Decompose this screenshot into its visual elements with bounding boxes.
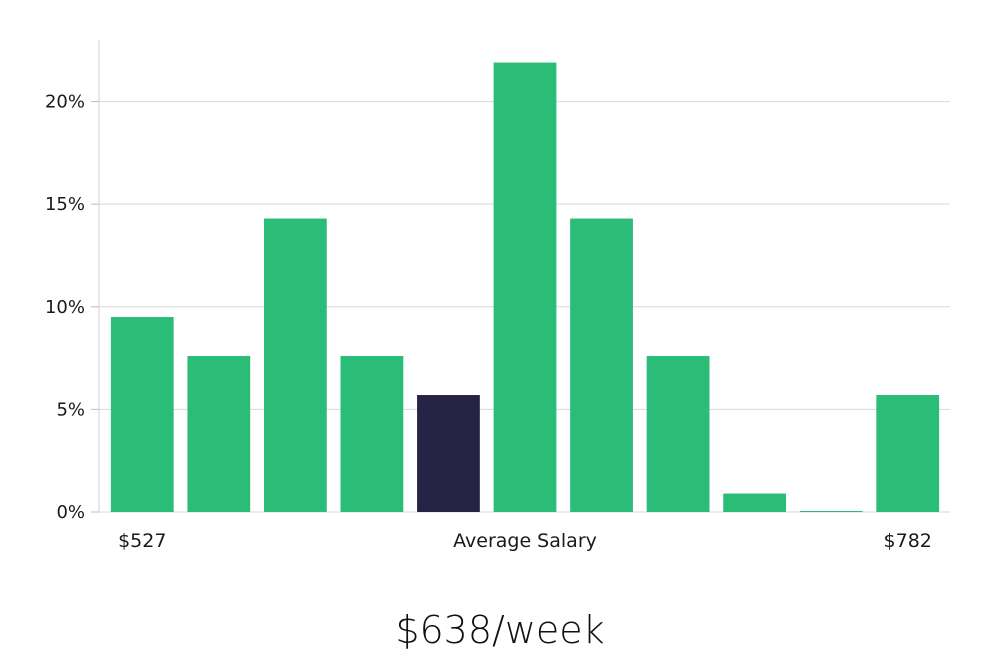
x-label-max: $782	[884, 530, 932, 552]
bar	[646, 356, 710, 512]
bar	[799, 510, 863, 512]
y-tick-label: 0%	[56, 502, 85, 523]
bar	[187, 356, 251, 512]
x-label-min: $527	[118, 530, 166, 552]
x-label-average: Average Salary	[453, 530, 597, 552]
bar	[876, 395, 940, 512]
y-tick-label: 5%	[56, 399, 85, 420]
bar	[493, 62, 557, 512]
bar	[723, 493, 787, 512]
y-tick-label: 20%	[45, 92, 85, 113]
bar	[340, 356, 404, 512]
y-tick-label: 10%	[45, 297, 85, 318]
y-tick-label: 15%	[45, 194, 85, 215]
bar	[110, 317, 174, 512]
bar	[263, 218, 327, 512]
bar-highlighted	[417, 395, 480, 512]
salary-histogram: 0% 5% 10% 15% 20% $527 Average Salary $782	[45, 40, 950, 552]
average-salary-headline: $638/week	[395, 608, 605, 652]
bar	[570, 218, 633, 512]
